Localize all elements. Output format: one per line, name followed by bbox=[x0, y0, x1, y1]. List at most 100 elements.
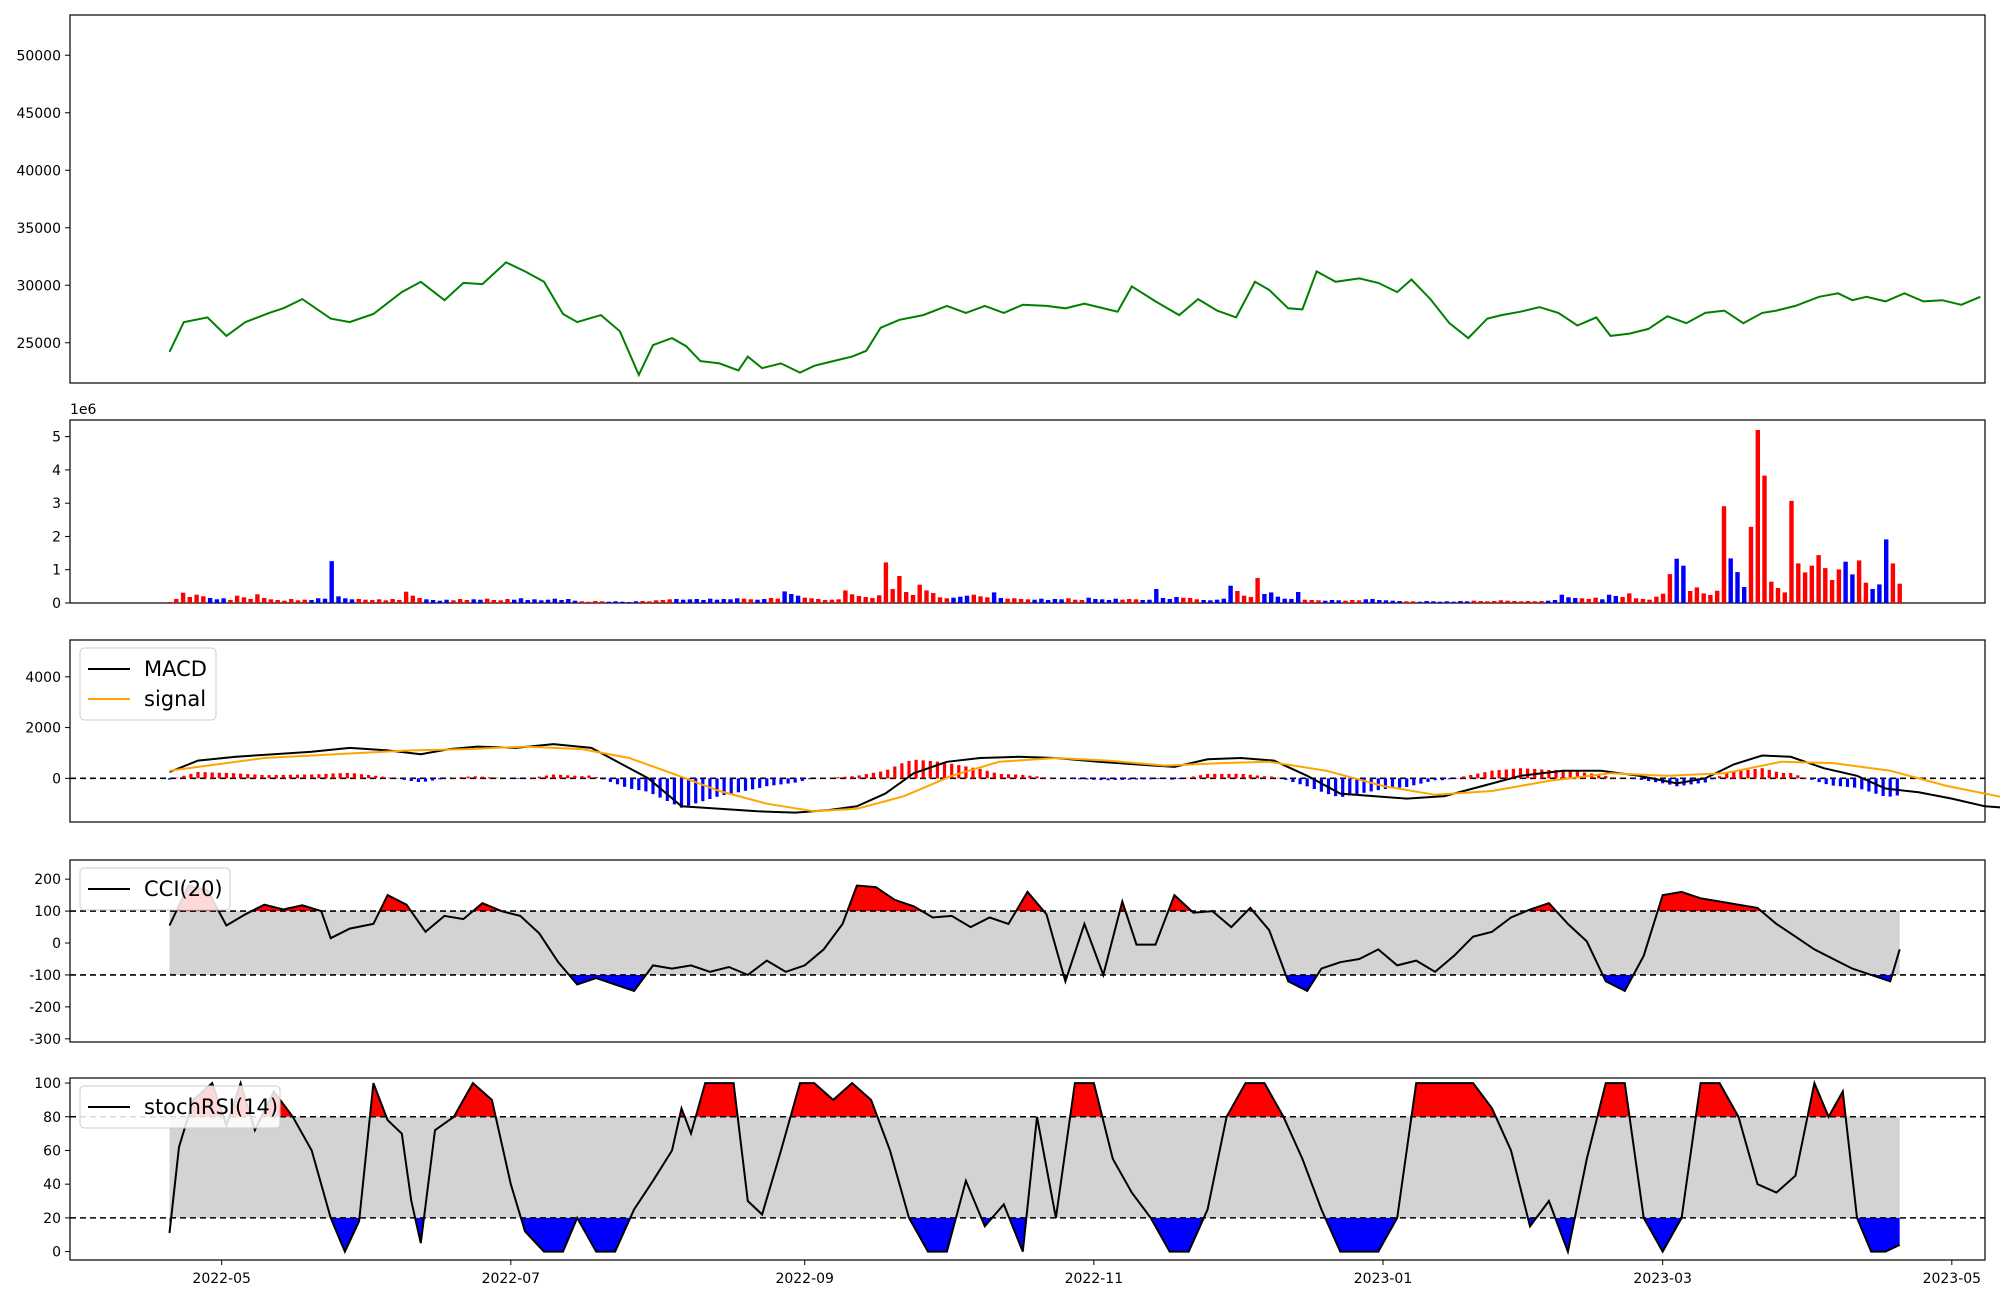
cci-oversold-fill bbox=[1602, 974, 1634, 991]
macd-histogram-bar bbox=[559, 774, 563, 779]
volume-bar bbox=[1775, 588, 1781, 603]
macd-histogram-bar bbox=[1120, 778, 1124, 780]
volume-bar bbox=[262, 598, 267, 603]
macd-histogram-bar bbox=[1419, 778, 1423, 784]
volume-bar bbox=[545, 599, 551, 603]
volume-bar bbox=[1059, 599, 1064, 603]
volume-bar bbox=[180, 592, 186, 603]
volume-bar bbox=[1025, 599, 1031, 603]
volume-bar bbox=[451, 600, 456, 603]
macd-histogram-bar bbox=[1106, 778, 1110, 781]
macd-histogram-bar bbox=[1191, 776, 1195, 779]
volume-bar bbox=[897, 576, 902, 603]
macd-histogram-bar bbox=[1732, 771, 1736, 779]
macd-histogram-bar bbox=[1597, 774, 1601, 779]
volume-bar bbox=[363, 599, 368, 603]
volume-bar bbox=[1660, 593, 1666, 603]
volume-bar bbox=[971, 594, 976, 603]
macd-histogram-bar bbox=[672, 778, 676, 805]
macd-histogram-bar bbox=[416, 778, 420, 782]
volume-bar bbox=[1194, 599, 1199, 603]
legend-box bbox=[79, 647, 217, 721]
macd-histogram-bar bbox=[1070, 778, 1075, 779]
volume-bar bbox=[1329, 600, 1335, 603]
volume-bar bbox=[458, 599, 463, 603]
volume-bar bbox=[1816, 555, 1821, 603]
cci-line bbox=[168, 884, 1901, 993]
volume-bar bbox=[397, 600, 402, 603]
volume-bar bbox=[1674, 558, 1679, 603]
macd-histogram-bar bbox=[1277, 777, 1281, 779]
macd-histogram-bar bbox=[1426, 778, 1430, 782]
macd-histogram-bar bbox=[864, 774, 868, 779]
volume-bar bbox=[194, 594, 199, 603]
macd-histogram-bar bbox=[459, 777, 463, 779]
macd-histogram-bar bbox=[1014, 774, 1018, 779]
macd-histogram-bar bbox=[1817, 778, 1821, 783]
y-tick-label: 60 bbox=[43, 1143, 61, 1159]
macd-histogram-bar bbox=[544, 775, 548, 779]
macd-histogram-bar bbox=[1078, 778, 1082, 780]
macd-histogram-bar bbox=[957, 765, 961, 779]
volume-bar bbox=[512, 599, 517, 603]
volume-bar bbox=[390, 599, 395, 603]
volume-bar bbox=[485, 598, 490, 603]
volume-bar bbox=[174, 599, 179, 603]
volume-bar bbox=[1464, 601, 1470, 603]
volume-bar bbox=[1397, 601, 1402, 603]
volume-bar bbox=[539, 600, 544, 603]
macd-histogram-bar bbox=[1028, 775, 1032, 779]
x-tick-label: 2022-07 bbox=[482, 1271, 541, 1287]
macd-histogram-bar bbox=[651, 778, 655, 795]
y-tick-label: 40 bbox=[43, 1177, 61, 1193]
volume-bar bbox=[559, 600, 564, 603]
macd-histogram-bar bbox=[438, 778, 442, 780]
macd-histogram-bar bbox=[352, 773, 356, 779]
volume-bar bbox=[1471, 600, 1477, 603]
macd-histogram-bar bbox=[1462, 776, 1466, 779]
macd-histogram-bar bbox=[715, 778, 719, 797]
cci-overbought-fill bbox=[1168, 895, 1192, 912]
macd-histogram-bar bbox=[1454, 777, 1459, 779]
y-tick-label: 50000 bbox=[16, 48, 61, 64]
volume-bar bbox=[1377, 600, 1382, 603]
macd-histogram-bar bbox=[1334, 778, 1338, 797]
volume-bar bbox=[1694, 587, 1700, 603]
volume-bar bbox=[964, 595, 970, 603]
volume-bar bbox=[653, 600, 659, 603]
macd-histogram-bar bbox=[1049, 777, 1053, 779]
volume-bar bbox=[1208, 600, 1213, 603]
macd-histogram-bar bbox=[1255, 775, 1259, 779]
macd-histogram-bar bbox=[886, 769, 890, 779]
macd-histogram-bar bbox=[1134, 778, 1139, 780]
axes-frame bbox=[69, 859, 1986, 1043]
macd-histogram-bar bbox=[487, 777, 492, 779]
macd-histogram-bar bbox=[786, 778, 790, 784]
macd-histogram-bar bbox=[1803, 777, 1807, 779]
volume-bar bbox=[924, 590, 929, 603]
macd-histogram-bar bbox=[1092, 778, 1096, 780]
volume-bar bbox=[998, 598, 1003, 603]
macd-histogram-bar bbox=[431, 778, 435, 781]
price-panel: 25000 30000 35000 40000 45000 50000 bbox=[16, 14, 1986, 384]
volume-bar bbox=[599, 601, 605, 603]
y-tick-label: 40000 bbox=[16, 163, 61, 179]
macd-histogram-bar bbox=[765, 778, 769, 787]
volume-bar bbox=[586, 601, 591, 603]
volume-bar bbox=[1181, 597, 1186, 603]
volume-bar bbox=[809, 598, 814, 603]
macd-histogram-bar bbox=[1561, 769, 1565, 779]
macd-histogram-bar bbox=[1469, 775, 1473, 779]
volume-bar bbox=[870, 598, 875, 603]
volume-bar bbox=[1350, 600, 1355, 603]
volume-bar bbox=[1235, 591, 1240, 603]
volume-bar bbox=[1546, 600, 1551, 603]
macd-histogram-bar bbox=[601, 778, 605, 780]
volume-bar bbox=[660, 600, 666, 603]
y-tick-label: 100 bbox=[34, 904, 61, 920]
macd-histogram-bar bbox=[1298, 778, 1302, 785]
volume-bar bbox=[187, 597, 192, 603]
macd-histogram-bar bbox=[950, 763, 954, 779]
volume-bar bbox=[1512, 601, 1517, 603]
volume-bar bbox=[1086, 597, 1091, 603]
